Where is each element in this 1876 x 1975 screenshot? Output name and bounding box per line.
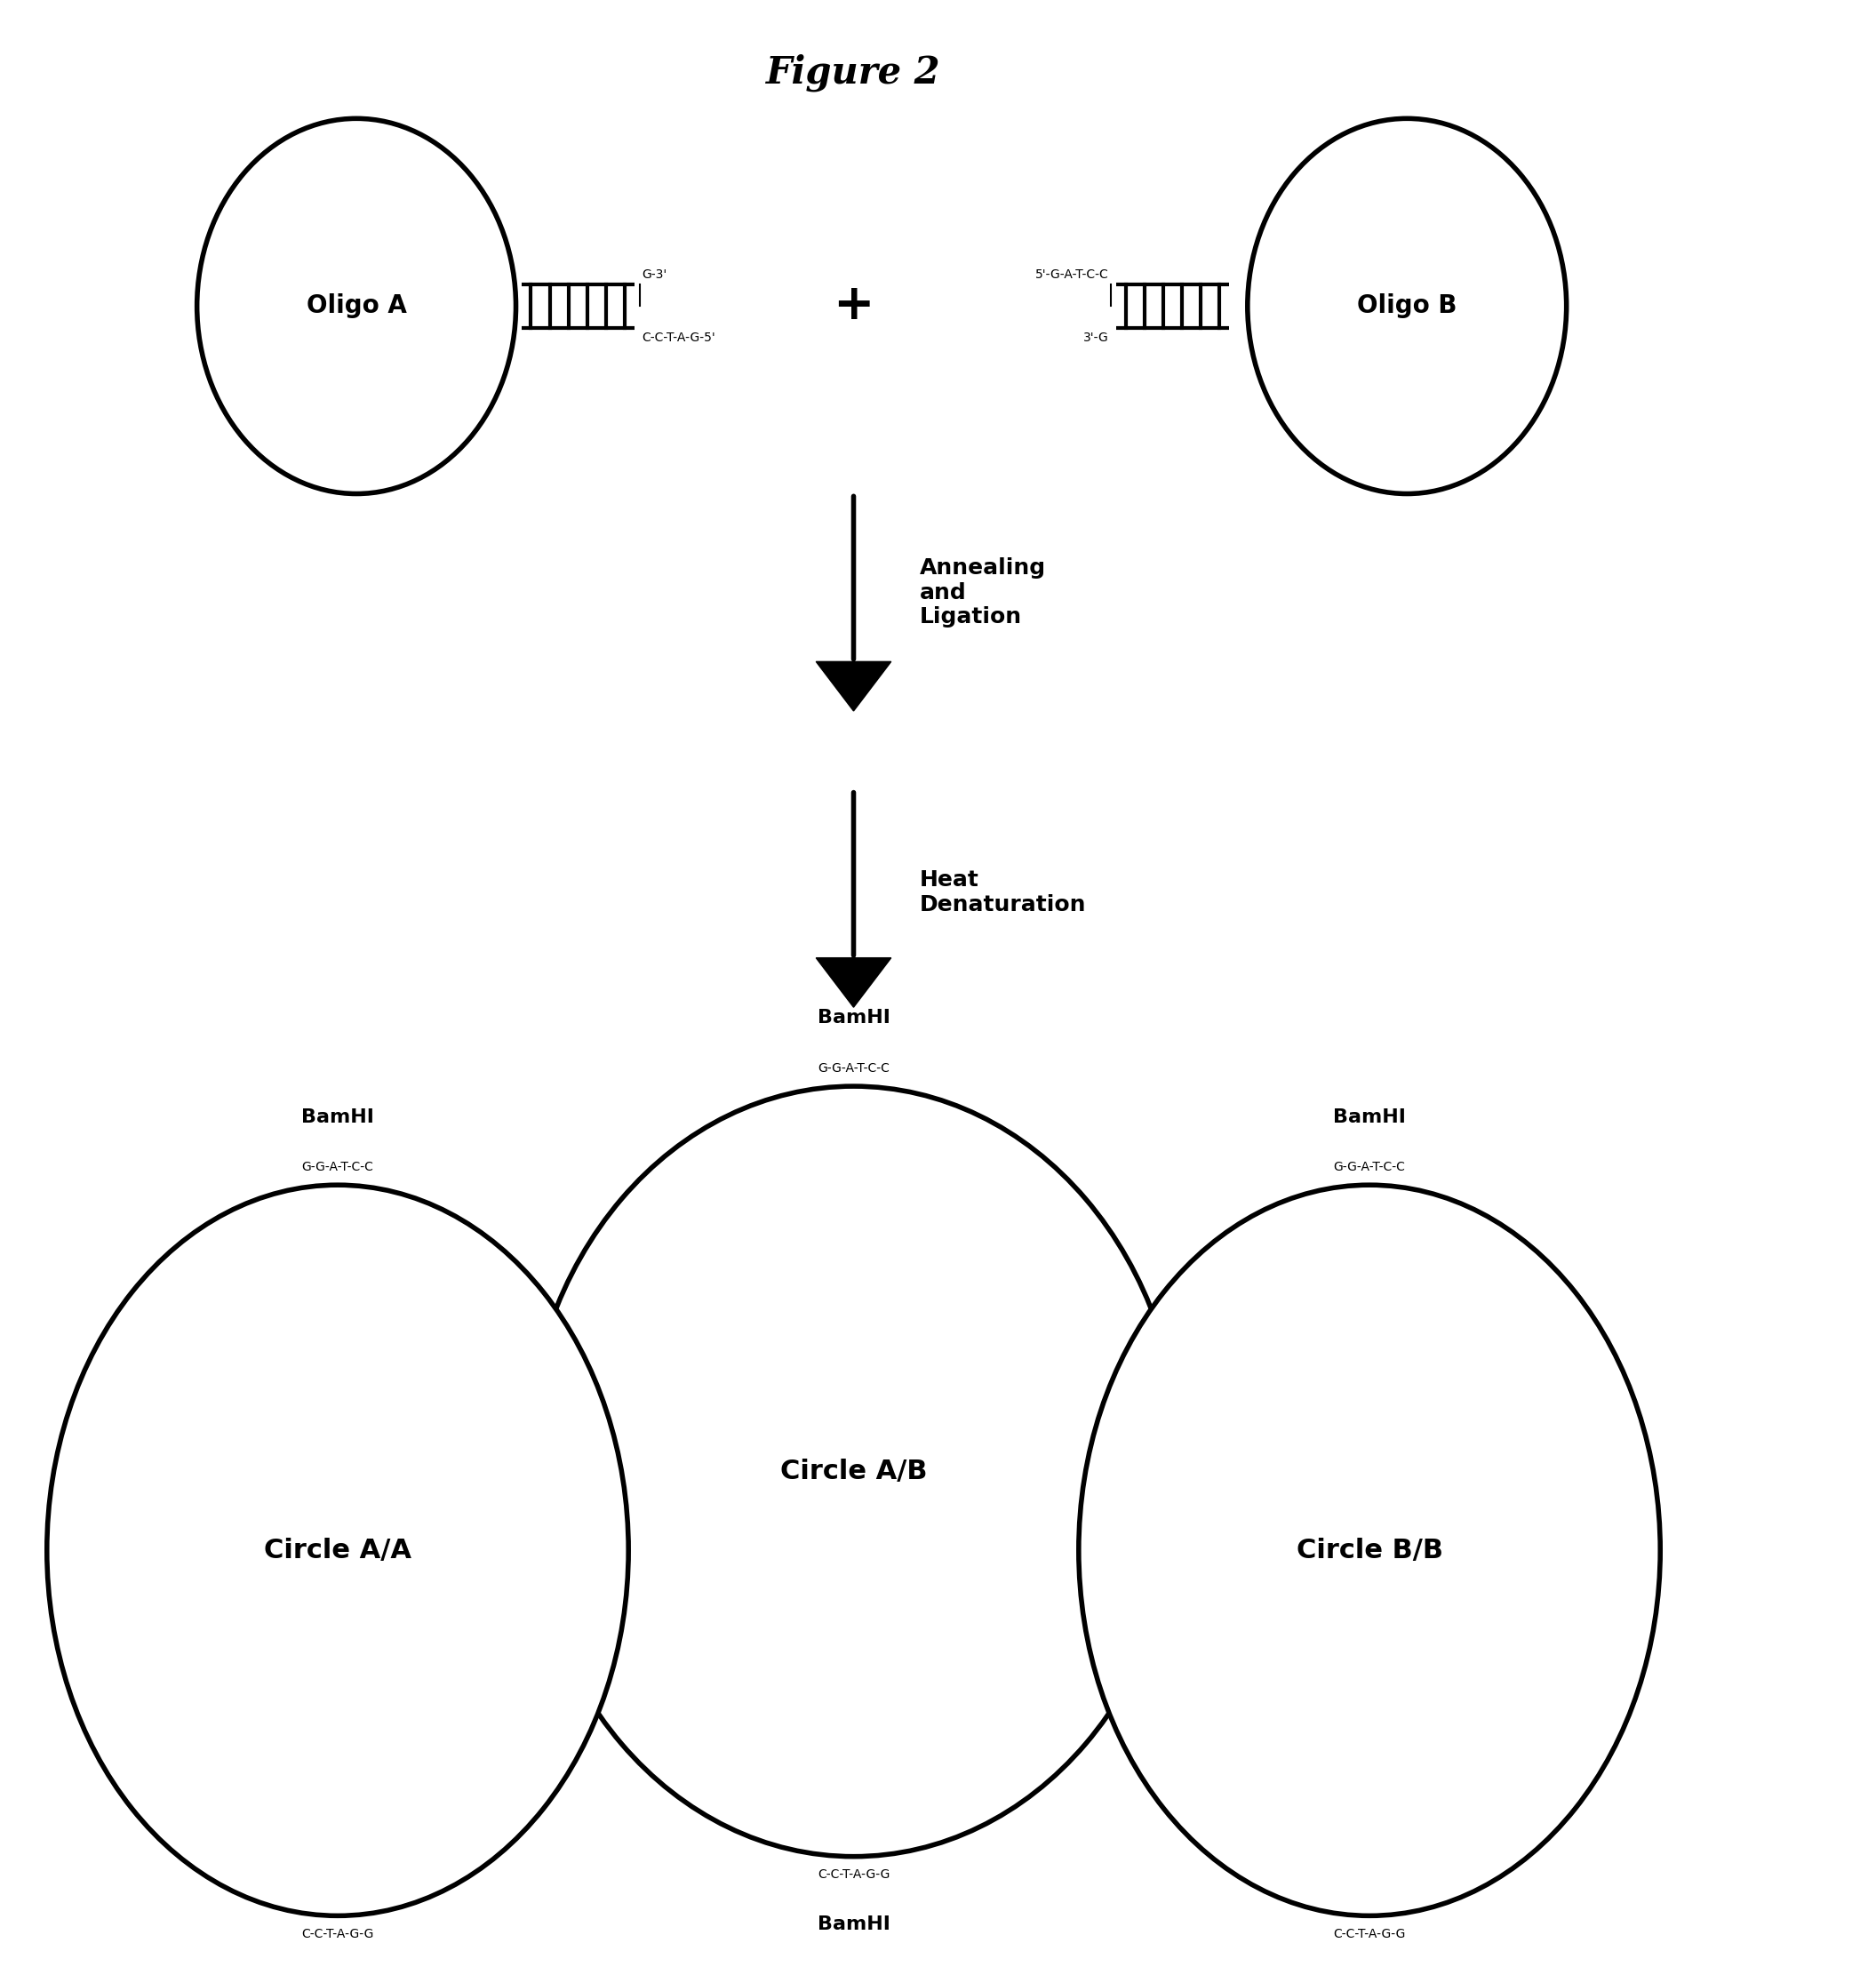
Text: G-G-A-T-C-C: G-G-A-T-C-C (302, 1161, 373, 1173)
Ellipse shape (1248, 118, 1566, 494)
Text: Figure 2: Figure 2 (765, 53, 942, 93)
Text: G-G-A-T-C-C: G-G-A-T-C-C (818, 1063, 889, 1074)
Ellipse shape (47, 1185, 628, 1916)
Text: C-C-T-A-G-G: C-C-T-A-G-G (1334, 1928, 1405, 1939)
Text: +: + (833, 282, 874, 330)
Text: BamHI: BamHI (818, 1009, 889, 1027)
Ellipse shape (1079, 1185, 1660, 1916)
Text: G-G-A-T-C-C: G-G-A-T-C-C (1334, 1161, 1405, 1173)
Text: 5'-G-A-T-C-C: 5'-G-A-T-C-C (1036, 269, 1109, 280)
Ellipse shape (197, 118, 516, 494)
FancyArrow shape (816, 958, 891, 1007)
Text: Oligo B: Oligo B (1356, 294, 1458, 318)
Text: Heat
Denaturation: Heat Denaturation (919, 869, 1086, 916)
Text: C-C-T-A-G-G: C-C-T-A-G-G (818, 1868, 889, 1880)
Text: Circle A/A: Circle A/A (265, 1537, 411, 1564)
Text: 3'-G: 3'-G (1082, 332, 1109, 344)
Text: C-C-T-A-G-5': C-C-T-A-G-5' (642, 332, 715, 344)
Text: Circle A/B: Circle A/B (780, 1458, 927, 1485)
Text: C-C-T-A-G-G: C-C-T-A-G-G (302, 1928, 373, 1939)
Text: BamHI: BamHI (302, 1108, 373, 1126)
Text: Circle B/B: Circle B/B (1296, 1537, 1443, 1564)
Text: Annealing
and
Ligation: Annealing and Ligation (919, 557, 1045, 628)
Text: BamHI: BamHI (1334, 1108, 1405, 1126)
Text: BamHI: BamHI (818, 1916, 889, 1934)
Text: G-3': G-3' (642, 269, 666, 280)
Ellipse shape (525, 1086, 1182, 1856)
FancyArrow shape (816, 662, 891, 711)
Text: Oligo A: Oligo A (306, 294, 407, 318)
